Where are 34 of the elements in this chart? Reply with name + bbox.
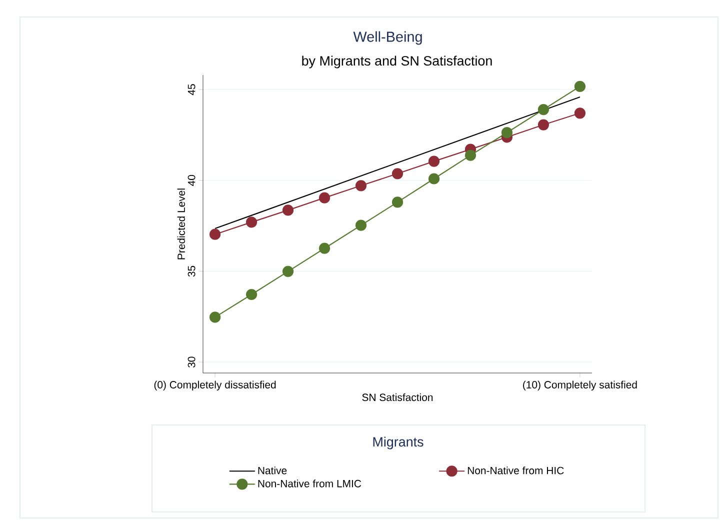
point bbox=[246, 216, 258, 228]
point bbox=[538, 104, 550, 116]
point bbox=[209, 228, 221, 240]
point bbox=[574, 80, 586, 92]
legend-label: Native bbox=[258, 466, 287, 474]
point bbox=[392, 168, 404, 180]
y-tick-label: 35 bbox=[188, 266, 196, 277]
point bbox=[574, 108, 586, 119]
y-tick-label: 40 bbox=[188, 174, 196, 186]
chart-subtitle: by Migrants and SN Satisfaction bbox=[302, 56, 492, 68]
point bbox=[464, 150, 476, 161]
y-tick-label: 30 bbox=[188, 356, 196, 368]
x-axis-title: SN Satisfaction bbox=[362, 393, 433, 402]
point bbox=[428, 156, 440, 167]
point bbox=[355, 180, 367, 192]
point bbox=[282, 204, 294, 216]
point bbox=[282, 266, 294, 277]
point bbox=[246, 288, 258, 300]
legend-label: Non-Native from HIC bbox=[468, 466, 564, 474]
y-axis-title: Predicted Level bbox=[177, 188, 185, 260]
chart-title: Well-Being bbox=[353, 31, 422, 45]
y-tick-label: 45 bbox=[188, 84, 196, 96]
point bbox=[355, 220, 367, 231]
point bbox=[538, 119, 550, 130]
point bbox=[318, 192, 330, 204]
point bbox=[392, 196, 404, 208]
point bbox=[318, 242, 330, 254]
legend-title: Migrants bbox=[373, 436, 424, 450]
legend-label: Non-Native from LMIC bbox=[258, 480, 362, 488]
x-tick-label: (10) Completely satisfied bbox=[523, 380, 637, 391]
point bbox=[501, 127, 513, 138]
point bbox=[209, 312, 221, 323]
x-tick-label: (0) Completely dissatisfied bbox=[154, 380, 276, 391]
point bbox=[428, 173, 440, 184]
